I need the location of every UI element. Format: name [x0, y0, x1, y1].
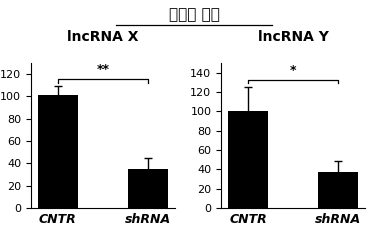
- Bar: [228, 111, 268, 208]
- Bar: [318, 172, 358, 208]
- Bar: [38, 95, 78, 208]
- Bar: [128, 169, 168, 208]
- Text: 뇌전이 정도: 뇌전이 정도: [168, 7, 220, 22]
- Title: lncRNA Y: lncRNA Y: [258, 30, 328, 44]
- Text: **: **: [96, 63, 109, 76]
- Text: *: *: [290, 64, 296, 77]
- Title: lncRNA X: lncRNA X: [67, 30, 139, 44]
